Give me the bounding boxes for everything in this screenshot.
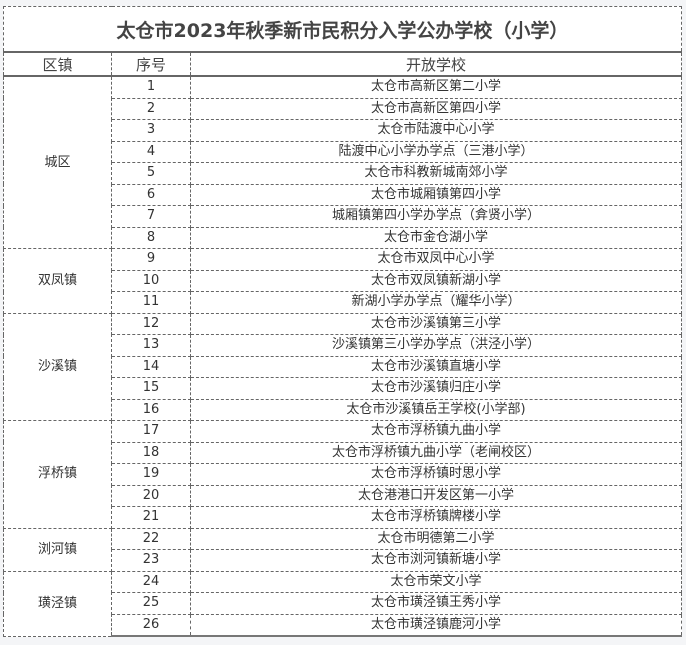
table-row: 25 太仓市璜泾镇王秀小学 (4, 592, 682, 615)
school-cell: 太仓市浮桥镇时思小学 (190, 463, 682, 486)
school-cell: 太仓市金仓湖小学 (190, 226, 682, 249)
header-district: 区镇 (3, 51, 112, 77)
table-row: 26 太仓市璜泾镇鹿河小学 (4, 613, 682, 637)
school-cell: 太仓市双凤中心小学 (190, 248, 682, 271)
school-cell: 太仓市沙溪镇直塘小学 (190, 355, 682, 378)
school-cell: 太仓市荣文小学 (190, 570, 682, 593)
school-cell: 太仓市高新区第四小学 (190, 97, 682, 120)
district-cell: 城区 (3, 75, 112, 249)
number-cell: 4 (111, 140, 191, 163)
header-school: 开放学校 (190, 51, 682, 77)
school-cell: 太仓市高新区第二小学 (190, 75, 682, 99)
number-cell: 25 (111, 592, 191, 615)
number-cell: 16 (111, 398, 191, 421)
school-cell: 太仓市明德第二小学 (190, 527, 682, 550)
school-cell: 太仓市浏河镇新塘小学 (190, 549, 682, 572)
school-cell: 太仓市沙溪镇第三小学 (190, 312, 682, 335)
number-cell: 9 (111, 248, 191, 271)
table-row: 10 太仓市双凤镇新湖小学 (4, 269, 682, 292)
table-title: 太仓市2023年秋季新市民积分入学公办学校（小学） (3, 6, 682, 53)
school-cell: 太仓市浮桥镇九曲小学 (190, 420, 682, 443)
number-cell: 15 (111, 377, 191, 400)
number-cell: 19 (111, 463, 191, 486)
number-cell: 24 (111, 570, 191, 593)
number-cell: 18 (111, 441, 191, 464)
number-cell: 23 (111, 549, 191, 572)
table-row: 璜泾镇 24 太仓市荣文小学 (3, 570, 682, 637)
number-cell: 12 (111, 312, 191, 335)
school-cell: 沙溪镇第三小学办学点（洪泾小学） (190, 334, 682, 357)
number-cell: 21 (111, 506, 191, 529)
table-row: 浮桥镇 17 太仓市浮桥镇九曲小学 (3, 420, 682, 529)
table-row: 双凤镇 9 太仓市双凤中心小学 (3, 248, 682, 314)
table-row: 15 太仓市沙溪镇归庄小学 (4, 377, 682, 400)
number-cell: 1 (111, 75, 191, 99)
number-cell: 5 (111, 162, 191, 185)
district-cell: 浏河镇 (3, 527, 112, 572)
school-cell: 太仓市双凤镇新湖小学 (190, 269, 682, 292)
table-row: 14 太仓市沙溪镇直塘小学 (4, 355, 682, 378)
school-table: 太仓市2023年秋季新市民积分入学公办学校（小学） 区镇 序号 开放学校 城区 1… (3, 6, 682, 637)
table-row: 13 沙溪镇第三小学办学点（洪泾小学） (4, 334, 682, 357)
school-cell: 新湖小学办学点（耀华小学） (190, 291, 682, 314)
school-cell: 太仓市陆渡中心小学 (190, 119, 682, 142)
number-cell: 7 (111, 205, 191, 228)
table-row: 3 太仓市陆渡中心小学 (4, 119, 682, 142)
number-cell: 22 (111, 527, 191, 550)
school-cell: 太仓市浮桥镇九曲小学（老闸校区） (190, 441, 682, 464)
district-cell: 双凤镇 (3, 248, 112, 314)
district-cell: 璜泾镇 (3, 570, 112, 637)
number-cell: 2 (111, 97, 191, 120)
number-cell: 17 (111, 420, 191, 443)
school-cell: 太仓市沙溪镇归庄小学 (190, 377, 682, 400)
table-row: 沙溪镇 12 太仓市沙溪镇第三小学 (3, 312, 682, 421)
table-row: 11 新湖小学办学点（耀华小学） (4, 291, 682, 314)
school-cell: 太仓港港口开发区第一小学 (190, 484, 682, 507)
number-cell: 20 (111, 484, 191, 507)
table-row: 18 太仓市浮桥镇九曲小学（老闸校区） (4, 441, 682, 464)
school-cell: 太仓市沙溪镇岳王学校(小学部) (190, 398, 682, 421)
table-row: 6 太仓市城厢镇第四小学 (4, 183, 682, 206)
number-cell: 13 (111, 334, 191, 357)
number-cell: 6 (111, 183, 191, 206)
table-row: 2 太仓市高新区第四小学 (4, 97, 682, 120)
number-cell: 26 (111, 613, 191, 637)
district-cell: 浮桥镇 (3, 420, 112, 529)
school-cell: 太仓市璜泾镇王秀小学 (190, 592, 682, 615)
number-cell: 8 (111, 226, 191, 249)
district-cell: 沙溪镇 (3, 312, 112, 421)
number-cell: 14 (111, 355, 191, 378)
table-row: 浏河镇 22 太仓市明德第二小学 (3, 527, 682, 572)
table-body: 城区 1 太仓市高新区第二小学 2 太仓市高新区第四小学 3 太仓市陆渡中心小学 4 陆渡中心小… (3, 75, 682, 637)
number-cell: 11 (111, 291, 191, 314)
number-cell: 3 (111, 119, 191, 142)
school-cell: 太仓市璜泾镇鹿河小学 (190, 613, 682, 637)
table-row: 5 太仓市科教新城南郊小学 (4, 162, 682, 185)
school-cell: 太仓市浮桥镇牌楼小学 (190, 506, 682, 529)
school-cell: 城厢镇第四小学办学点（弇贤小学） (190, 205, 682, 228)
school-cell: 太仓市科教新城南郊小学 (190, 162, 682, 185)
table-row: 23 太仓市浏河镇新塘小学 (4, 549, 682, 572)
number-cell: 10 (111, 269, 191, 292)
table-row: 城区 1 太仓市高新区第二小学 (3, 75, 682, 249)
school-cell: 太仓市城厢镇第四小学 (190, 183, 682, 206)
school-table-document: 太仓市2023年秋季新市民积分入学公办学校（小学） 区镇 序号 开放学校 城区 1… (3, 6, 682, 637)
header-number: 序号 (111, 51, 191, 77)
school-cell: 陆渡中心小学办学点（三港小学） (190, 140, 682, 163)
